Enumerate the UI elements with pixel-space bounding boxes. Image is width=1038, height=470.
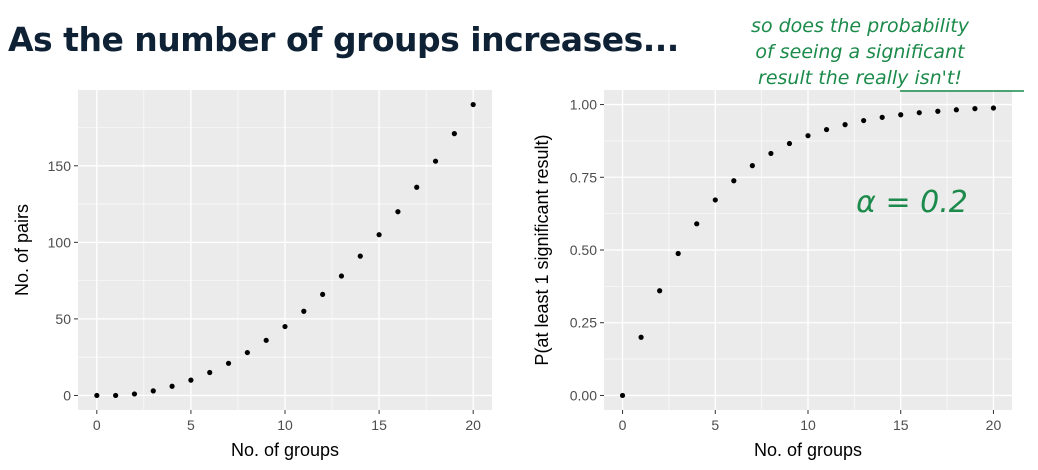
data-point	[842, 122, 848, 128]
data-point	[282, 323, 288, 330]
data-point	[768, 150, 774, 157]
x-tick-label: 5	[187, 417, 195, 433]
data-point	[953, 107, 959, 113]
data-point	[131, 391, 138, 397]
data-point	[150, 388, 156, 394]
x-axis-title: No. of groups	[231, 440, 339, 460]
x-tick-label: 5	[711, 417, 719, 433]
x-tick-label: 10	[800, 417, 816, 433]
data-point	[657, 288, 663, 294]
chart-number-of-pairs: 0 5 10 15 20 0 50 100 150 No. of groups No. of pai…	[12, 90, 492, 460]
data-point	[320, 291, 326, 298]
y-tick-label: 0.00	[570, 387, 597, 403]
data-point	[395, 209, 401, 215]
annotation-line-1: so does the probability	[751, 15, 970, 37]
data-point	[935, 108, 941, 114]
y-tick-label: 0.50	[570, 242, 597, 258]
slide-title: As the number of groups increases...	[8, 20, 679, 59]
data-point	[675, 250, 681, 257]
data-point	[207, 369, 213, 376]
data-point	[786, 140, 793, 147]
data-point	[357, 253, 363, 259]
data-point	[263, 337, 269, 343]
data-point	[451, 131, 457, 137]
data-point	[916, 110, 922, 116]
data-point	[861, 117, 867, 124]
data-point	[414, 184, 420, 190]
data-point	[805, 133, 811, 139]
annotation-line-2: of seeing a significant	[755, 41, 966, 63]
y-tick-label: 0	[63, 387, 71, 403]
y-tick-label: 50	[55, 311, 71, 327]
data-point	[749, 163, 755, 169]
annotation-line-3: result the really isn't!	[758, 67, 962, 89]
data-point	[731, 178, 737, 184]
y-tick-label: 0.25	[570, 315, 597, 331]
handwritten-annotation: so does the probability of seeing a sign…	[751, 15, 1024, 220]
data-point	[225, 360, 232, 366]
data-point	[823, 126, 830, 133]
data-point	[972, 106, 978, 112]
x-tick-label: 15	[371, 417, 387, 433]
y-axis-title: No. of pairs	[12, 204, 32, 296]
x-tick-label: 20	[465, 417, 481, 433]
data-point	[94, 392, 100, 399]
data-point	[113, 392, 119, 399]
x-axis-title: No. of groups	[754, 440, 862, 460]
data-point	[432, 158, 439, 164]
data-point	[879, 114, 885, 120]
data-point	[376, 232, 382, 238]
data-point	[694, 221, 700, 227]
data-point	[990, 105, 997, 111]
data-point	[638, 334, 644, 340]
data-point	[898, 112, 904, 118]
data-point	[301, 308, 307, 314]
x-tick-label: 20	[986, 417, 1002, 433]
y-tick-label: 100	[48, 234, 72, 250]
chart-probability-significant: 0 5 10 15 20 0.00 0.25 0.50 0.75 1.00 No. of group…	[532, 90, 1012, 460]
y-tick-label: 0.75	[570, 169, 597, 185]
data-point	[244, 349, 250, 356]
data-point	[470, 101, 476, 108]
data-point	[338, 273, 345, 279]
x-tick-label: 10	[277, 417, 293, 433]
data-point	[169, 383, 175, 389]
data-point	[619, 392, 626, 399]
alpha-annotation: α = 0.2	[856, 185, 968, 220]
data-point	[188, 377, 194, 383]
data-point	[712, 197, 718, 203]
x-tick-label: 0	[619, 417, 627, 433]
y-axis-title: P(at least 1 significant result)	[532, 134, 552, 365]
x-tick-label: 15	[893, 417, 909, 433]
y-tick-label: 150	[48, 158, 72, 174]
x-tick-label: 0	[93, 417, 101, 433]
y-tick-label: 1.00	[570, 97, 597, 113]
